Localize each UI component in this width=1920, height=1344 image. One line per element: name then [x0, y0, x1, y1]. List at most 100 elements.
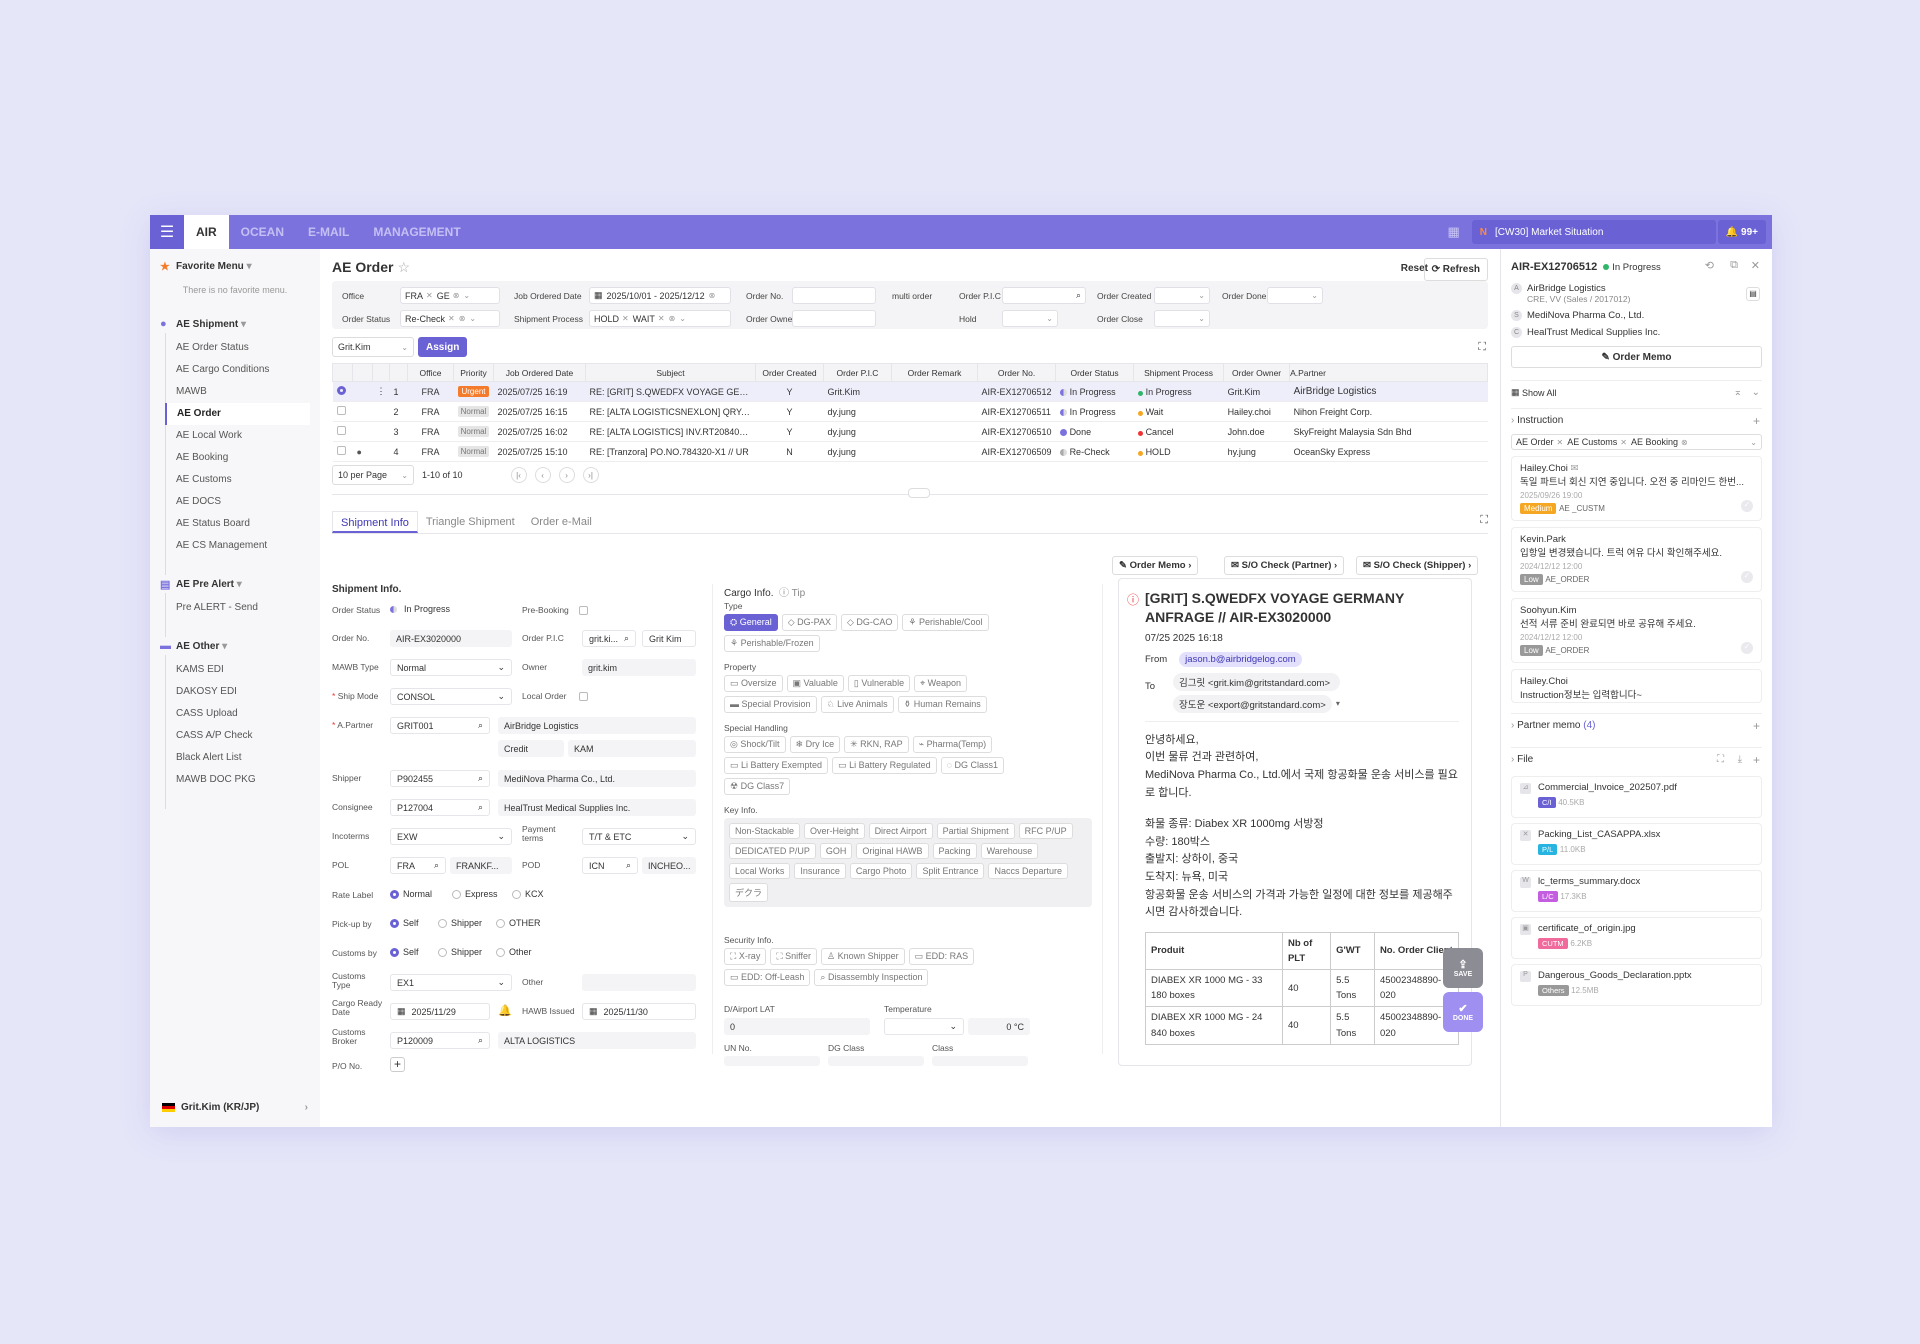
tab-air[interactable]: AIR — [184, 215, 229, 249]
type-tag[interactable]: ⚘ Perishable/Cool — [902, 614, 989, 631]
sidebar-item[interactable]: CASS A/P Check — [176, 730, 253, 741]
special-tag[interactable]: ☢ DG Class7 — [724, 778, 791, 795]
to-chip[interactable]: 김그릿 <grit.kim@gritstandard.com> — [1173, 672, 1340, 691]
rate-express-radio[interactable]: Express — [452, 889, 498, 899]
pod-code-field[interactable]: ICN ⌕ — [582, 857, 638, 874]
sidebar-item-active[interactable]: AE Order — [165, 403, 310, 425]
special-tag[interactable]: ⌁ Pharma(Temp) — [912, 736, 993, 753]
market-situation[interactable]: N [CW30] Market Situation — [1471, 220, 1716, 244]
tab-order-email[interactable]: Order e-Mail — [530, 516, 592, 528]
key-tag[interactable]: DEDICATED P/UP — [729, 843, 816, 859]
chevron-down-icon[interactable]: ▾ — [1335, 699, 1340, 709]
sync-icon[interactable]: ⟲ — [1704, 260, 1714, 272]
done-select[interactable]: ⌄ — [1267, 287, 1323, 304]
search-icon[interactable]: ⌕ — [623, 633, 629, 643]
temperature-select[interactable]: ⌄ — [884, 1018, 964, 1035]
col-owner[interactable]: Order Owner — [1223, 363, 1291, 382]
tab-email[interactable]: E-MAIL — [308, 225, 350, 239]
col-subject[interactable]: Subject — [585, 363, 756, 382]
customs-self-radio[interactable]: Self — [390, 947, 419, 957]
add-icon[interactable]: + — [390, 1057, 405, 1072]
property-tag[interactable]: ▣ Valuable — [786, 675, 844, 692]
property-tag[interactable]: ⌖ Weapon — [914, 675, 968, 692]
group-ae-other[interactable]: ▬ AE Other ▾ — [160, 637, 310, 655]
rate-kcx-radio[interactable]: KCX — [512, 889, 544, 899]
to-chip[interactable]: 장도운 <export@gritstandard.com> — [1173, 694, 1332, 713]
memo-card[interactable]: Soohyun.Kim 선적 서류 준비 완료되면 바로 공유해 주세요. 2024… — [1511, 598, 1762, 663]
cargo-ready-field[interactable]: ▦ 2025/11/29 — [390, 1003, 490, 1020]
security-tag[interactable]: ▭ EDD: Off-Leash — [724, 969, 811, 986]
table-row[interactable]: 3 FRA Normal 2025/07/25 16:02 RE: [ALTA … — [332, 421, 1488, 442]
pickup-self-radio[interactable]: Self — [390, 918, 419, 928]
sidebar-item[interactable]: AE CS Management — [176, 540, 268, 551]
sidebar-item[interactable]: KAMS EDI — [176, 664, 224, 675]
type-tag[interactable]: ◇ DG-CAO — [841, 614, 899, 631]
close-icon[interactable]: ✕ — [1556, 437, 1564, 447]
reset-button[interactable]: Reset — [1400, 263, 1428, 274]
show-all-row[interactable]: ▦ Show All ⌅ ⌄ — [1511, 380, 1762, 404]
tab-management[interactable]: MANAGEMENT — [373, 225, 461, 239]
customs-shipper-radio[interactable]: Shipper — [438, 947, 482, 957]
sidebar-item[interactable]: MAWB DOC PKG — [176, 774, 256, 785]
special-tag[interactable]: ▭ Li Battery Exempted — [724, 757, 829, 774]
status-select[interactable]: Re-Check ✕ ⊗ ⌄ — [400, 310, 500, 327]
expand-icon[interactable]: ⛶ — [1478, 340, 1486, 353]
property-tag[interactable]: ⚱ Human Remains — [897, 696, 987, 713]
check-icon[interactable]: ✓ — [1741, 500, 1753, 512]
pic-id-field[interactable]: grit.ki... ⌕ — [582, 630, 636, 647]
file-item[interactable]: ▣ certificate_of_origin.jpg CUTM 6.2KB — [1511, 917, 1762, 959]
memo-card[interactable]: Kevin.Park 입항일 변경됐습니다. 트럭 여유 다시 확인해주세요. 20… — [1511, 527, 1762, 592]
group-ae-shipment[interactable]: ● AE Shipment ▾ — [160, 315, 310, 333]
hold-select[interactable]: ⌄ — [1002, 310, 1058, 327]
type-tag[interactable]: ⚘ Perishable/Frozen — [724, 635, 820, 652]
star-outline-icon[interactable]: ☆ — [397, 258, 411, 275]
order-no-input[interactable] — [792, 287, 876, 304]
next-page-icon[interactable]: › — [558, 467, 575, 483]
close-icon[interactable]: ✕ — [1620, 437, 1627, 447]
key-tag[interactable]: Cargo Photo — [849, 863, 913, 879]
sidebar-item[interactable]: AE Booking — [176, 452, 229, 463]
col-remark[interactable]: Order Remark — [891, 363, 978, 382]
owner-field[interactable]: grit.kim — [582, 659, 696, 676]
ship-mode-select[interactable]: CONSOL ⌄ — [390, 688, 512, 705]
sidebar-item[interactable]: Pre ALERT - Send — [176, 602, 258, 613]
special-tag[interactable]: ◌ DG Class1 — [940, 757, 1005, 774]
tab-triangle-shipment[interactable]: Triangle Shipment — [425, 516, 515, 528]
pickup-shipper-radio[interactable]: Shipper — [438, 918, 482, 928]
order-memo-button[interactable]: ✎ Order Memo — [1511, 346, 1762, 368]
property-tag[interactable]: ▭ Oversize — [724, 675, 783, 692]
consignee-code-field[interactable]: P127004 ⌕ — [390, 799, 490, 816]
search-icon[interactable]: ⌕ — [477, 720, 483, 730]
sidebar-item[interactable]: CASS Upload — [176, 708, 238, 719]
key-tag[interactable]: Insurance — [794, 863, 846, 879]
memo-card[interactable]: Hailey.Choi ✉ 독일 파트너 회신 지연 중입니다. 오전 중 리마인… — [1511, 456, 1762, 521]
group-ae-pre-alert[interactable]: ▤ AE Pre Alert ▾ — [160, 575, 310, 593]
col-order-no[interactable]: Order No. — [976, 363, 1057, 382]
key-tag[interactable]: Original HAWB — [856, 843, 929, 859]
notification-badge[interactable]: 🔔 99+ — [1717, 220, 1766, 244]
type-tag[interactable]: ◇ DG-PAX — [781, 614, 837, 631]
clear-icon[interactable]: ⊗ — [458, 314, 466, 323]
instruction-section[interactable]: › Instruction + — [1511, 408, 1762, 432]
local-order-checkbox[interactable] — [579, 692, 588, 701]
expand-all-icon[interactable]: ⌄ — [1751, 387, 1760, 398]
col-priority[interactable]: Priority — [453, 363, 494, 382]
check-icon[interactable]: ✓ — [1741, 642, 1753, 654]
dg-class-field[interactable] — [828, 1056, 924, 1066]
add-icon[interactable]: + — [1752, 752, 1760, 767]
col-process[interactable]: Shipment Process — [1133, 363, 1225, 382]
file-section[interactable]: › File ⛶ ⤓ + — [1511, 747, 1762, 771]
pol-code-field[interactable]: FRA ⌕ — [390, 857, 446, 874]
sidebar-item[interactable]: AE Cargo Conditions — [176, 364, 270, 375]
so-check-shipper-button[interactable]: ✉ S/O Check (Shipper) › — [1356, 556, 1479, 575]
hawb-field[interactable]: ▦ 2025/11/30 — [582, 1003, 696, 1020]
payment-select[interactable]: T/T & ETC ⌄ — [582, 828, 696, 845]
pic-input[interactable]: ⌕ — [1002, 287, 1086, 304]
assign-button[interactable]: Assign — [418, 337, 468, 357]
per-page-select[interactable]: 10 per Page ⌄ — [332, 465, 414, 485]
col-partner[interactable]: A.Partner — [1289, 363, 1488, 382]
search-icon[interactable]: ⌕ — [433, 860, 439, 870]
table-row[interactable]: ⋮ 1 FRA Urgent 2025/07/25 16:19 RE: [GRI… — [332, 381, 1488, 402]
prev-page-icon[interactable]: ‹ — [534, 467, 551, 483]
table-row[interactable]: ● 4 FRA Normal 2025/07/25 15:10 RE: [Tra… — [332, 441, 1488, 462]
